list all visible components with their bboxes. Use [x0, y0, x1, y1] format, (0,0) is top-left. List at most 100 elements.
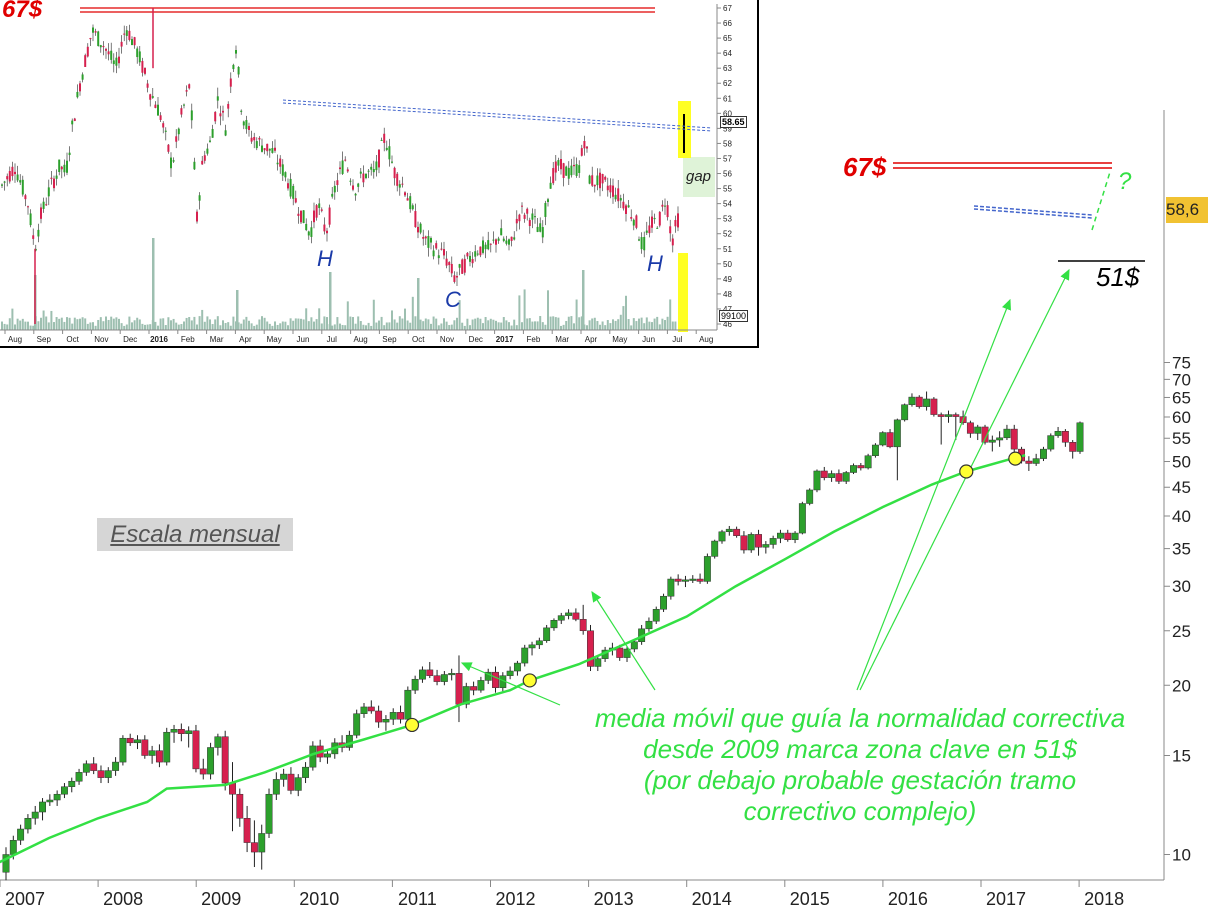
candle-body [397, 712, 404, 720]
volume-bar [565, 320, 568, 330]
inset-candle-body [237, 66, 240, 75]
pattern-label-h1: H [317, 246, 333, 271]
candle-body [484, 671, 492, 681]
inset-candle-body [671, 238, 674, 246]
inset-y-tick-label: 51 [723, 245, 732, 254]
volume-bar [479, 318, 482, 330]
support-label: 51$ [1096, 262, 1140, 292]
inset-candle-body [66, 160, 68, 173]
candle-body [31, 811, 39, 819]
inset-candle-body [440, 248, 443, 250]
candle-body [1069, 442, 1077, 452]
volume-bar [385, 322, 388, 330]
inset-candle-body [42, 201, 45, 209]
volume-bar [63, 321, 66, 330]
inset-candle-body [375, 161, 378, 171]
inset-candle-body [99, 45, 102, 48]
inset-candle-body [414, 211, 417, 228]
inset-x-tick-label: Aug [8, 335, 22, 344]
candle-body [462, 686, 470, 705]
volume-bar [580, 316, 583, 330]
candle-body [155, 750, 163, 763]
inset-candle-body [94, 31, 97, 33]
volume-bar [71, 323, 74, 330]
inset-candle-body [261, 145, 263, 152]
inset-y-tick-label: 50 [723, 260, 732, 269]
volume-bar [81, 317, 84, 330]
inset-candle-body [502, 238, 505, 241]
volume-bar [271, 325, 274, 330]
volume-bar [582, 270, 585, 330]
volume-bar [417, 278, 420, 330]
volume-bar [289, 318, 292, 330]
inset-y-tick-label: 57 [723, 154, 732, 163]
candle-body [470, 686, 478, 691]
volume-bar [224, 323, 227, 330]
inset-candle-body [120, 41, 123, 47]
volume-bar [578, 317, 581, 330]
volume-bar [440, 323, 443, 330]
inset-candle-body [635, 215, 638, 228]
volume-bar [489, 318, 492, 330]
inset-candle-body [224, 130, 227, 136]
candle-body [718, 531, 726, 542]
candle-body [75, 772, 83, 782]
inset-candle-body [625, 205, 627, 214]
volume-bar [622, 306, 625, 330]
inset-candle-body [664, 205, 666, 207]
inset-candle-body [638, 239, 640, 241]
inset-candle-body [466, 252, 469, 257]
ma-touch-marker [959, 464, 974, 479]
inset-candle-body [547, 199, 549, 202]
candle-body [294, 777, 302, 791]
y-tick-label: 45 [1172, 478, 1191, 497]
volume-bar [518, 295, 521, 330]
inset-candle-body [235, 50, 237, 54]
volume-bar [162, 318, 165, 330]
volume-bar [359, 321, 362, 330]
volume-bar [645, 317, 648, 330]
volume-bar [242, 319, 245, 330]
inset-candle-body [536, 226, 539, 232]
inset-candle-body [604, 176, 607, 180]
inset-candle-body [287, 183, 289, 189]
inset-candle-body [383, 133, 386, 143]
inset-x-tick-label: Jul [672, 335, 682, 344]
inset-candle-body [365, 173, 367, 179]
volume-bar [513, 319, 516, 330]
candle-body [148, 750, 156, 756]
volume-bar [24, 321, 27, 330]
volume-bar [133, 320, 136, 330]
volume-bar [427, 319, 430, 330]
volume-bar [656, 316, 659, 330]
inset-candle-body [167, 144, 170, 152]
annotation-note: media móvil que guía la normalidad corre… [560, 703, 1160, 827]
volume-bar [6, 324, 9, 330]
inset-candle-body [175, 136, 178, 142]
inset-candle-body [250, 137, 253, 142]
candle-body [53, 793, 61, 801]
volume-bar [549, 316, 552, 330]
inset-candle-body [526, 208, 529, 214]
inset-candle-body [310, 227, 313, 237]
candle-body [163, 731, 171, 763]
inset-x-tick-label: Jun [642, 335, 655, 344]
candle-body [776, 532, 784, 539]
volume-bar [609, 323, 612, 330]
candle-body [492, 671, 499, 688]
volume-bar [261, 316, 263, 330]
inset-candle-body [131, 39, 133, 46]
volume-bar [383, 325, 386, 330]
x-tick-label: 2018 [1084, 889, 1124, 909]
candle-body [579, 619, 587, 632]
inset-candle-body [242, 121, 245, 126]
inset-candle-body [588, 175, 591, 184]
inset-candle-body [29, 213, 32, 226]
volume-bar [604, 325, 607, 330]
inset-y-tick-label: 48 [723, 290, 732, 299]
volume-bar [469, 325, 471, 330]
volume-bar [643, 323, 646, 330]
candle-body [82, 763, 90, 773]
volume-bar [305, 308, 308, 330]
volume-bar [463, 325, 466, 330]
